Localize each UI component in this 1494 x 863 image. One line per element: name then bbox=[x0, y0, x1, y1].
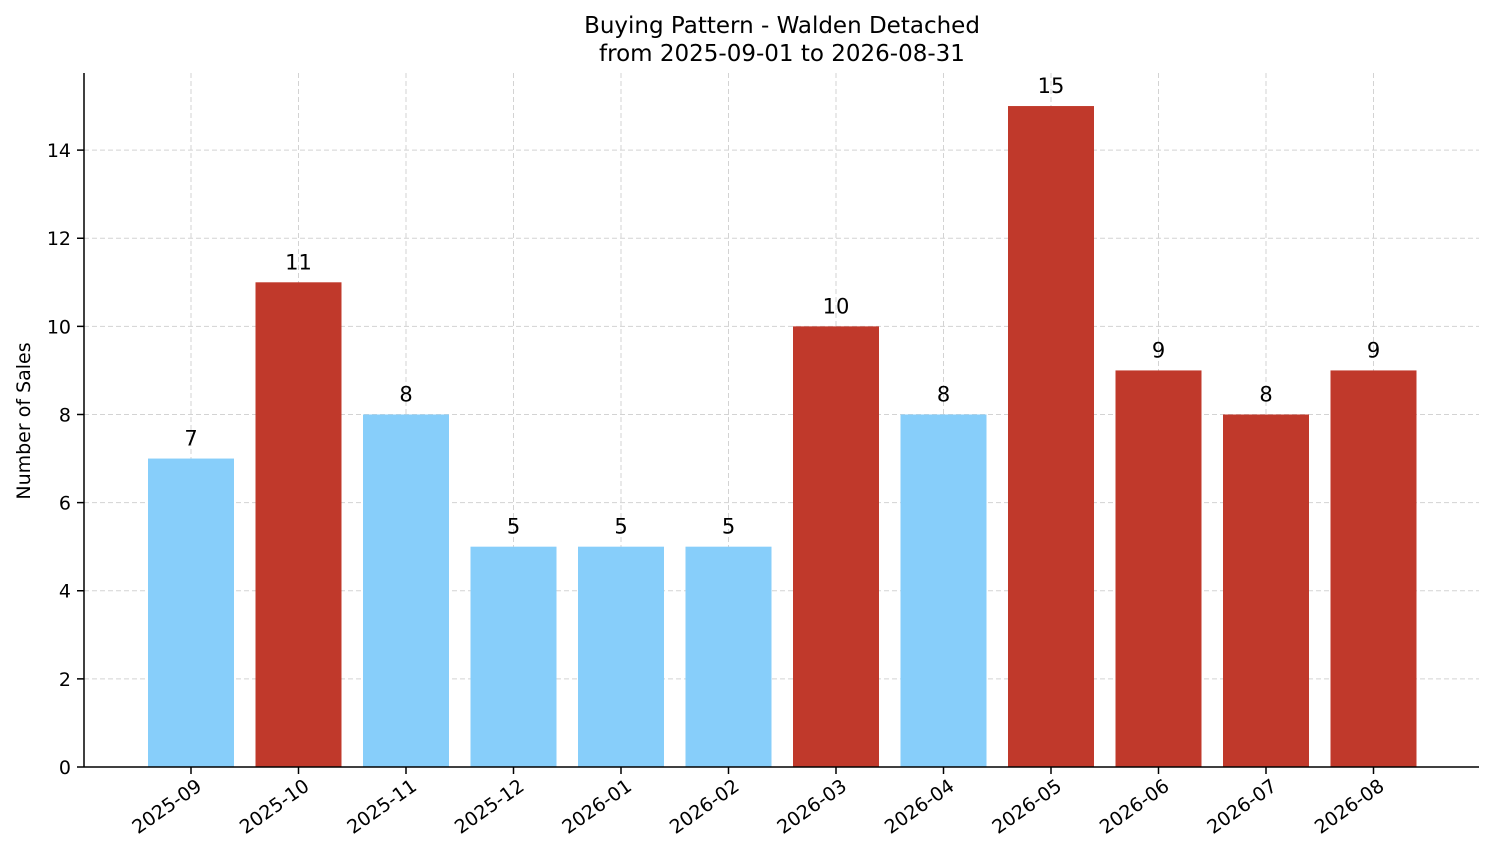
data-label-2025-12: 5 bbox=[507, 515, 520, 539]
x-tick-label-2026-03: 2026-03 bbox=[773, 775, 851, 839]
bar-2026-05 bbox=[1008, 106, 1094, 768]
x-tick-label-2026-07: 2026-07 bbox=[1203, 775, 1281, 839]
data-label-2026-05: 15 bbox=[1038, 74, 1065, 98]
data-label-2026-06: 9 bbox=[1152, 338, 1165, 362]
data-label-2026-03: 10 bbox=[823, 294, 850, 318]
x-tick-label-2026-02: 2026-02 bbox=[666, 775, 744, 839]
x-tick-label-2025-12: 2025-12 bbox=[451, 775, 529, 839]
bar-2025-09 bbox=[148, 458, 234, 767]
chart-subtitle: from 2025-09-01 to 2026-08-31 bbox=[599, 41, 965, 67]
bar-2025-10 bbox=[255, 282, 342, 767]
x-tick-label-2026-04: 2026-04 bbox=[881, 775, 959, 839]
bar-2026-08 bbox=[1330, 370, 1417, 767]
data-label-2026-02: 5 bbox=[722, 515, 735, 539]
data-label-2026-04: 8 bbox=[937, 382, 950, 406]
bars bbox=[148, 106, 1417, 768]
y-axis-title: Number of Sales bbox=[13, 342, 35, 499]
x-tick-label-2025-09: 2025-09 bbox=[128, 775, 206, 839]
data-label-2026-08: 9 bbox=[1367, 338, 1380, 362]
bar-2026-06 bbox=[1115, 370, 1202, 767]
x-tick-label-2026-05: 2026-05 bbox=[988, 775, 1066, 839]
bar-2025-12 bbox=[470, 546, 557, 767]
bar-2026-04 bbox=[900, 414, 987, 767]
y-tick-label: 10 bbox=[47, 316, 71, 338]
data-label-2025-11: 8 bbox=[399, 382, 412, 406]
x-tick-label-2026-01: 2026-01 bbox=[558, 775, 636, 839]
y-tick-label: 0 bbox=[59, 757, 71, 779]
chart-title: Buying Pattern - Walden Detached bbox=[584, 13, 980, 39]
y-tick-label: 4 bbox=[59, 581, 71, 603]
bar-2026-02 bbox=[685, 546, 772, 767]
y-tick-label: 8 bbox=[59, 404, 71, 426]
bar-2026-03 bbox=[793, 326, 879, 767]
x-tick-label-2025-11: 2025-11 bbox=[343, 775, 421, 839]
data-label-2025-10: 11 bbox=[285, 250, 312, 274]
x-tick-label-2026-08: 2026-08 bbox=[1311, 775, 1389, 839]
x-tick-label-2025-10: 2025-10 bbox=[236, 775, 314, 839]
bar-2026-07 bbox=[1223, 414, 1309, 767]
data-labels: 7 11 8 5 5 5 10 8 15 9 8 9 bbox=[184, 74, 1380, 539]
y-tick-label: 14 bbox=[47, 140, 71, 162]
data-label-2026-07: 8 bbox=[1259, 382, 1272, 406]
data-label-2026-01: 5 bbox=[614, 515, 627, 539]
y-tick-label: 12 bbox=[47, 228, 71, 250]
bar-2026-01 bbox=[578, 546, 664, 767]
data-label-2025-09: 7 bbox=[184, 427, 197, 451]
bar-2025-11 bbox=[363, 414, 449, 767]
x-tick-label-2026-06: 2026-06 bbox=[1096, 775, 1174, 839]
y-tick-label: 2 bbox=[59, 669, 71, 691]
y-tick-label: 6 bbox=[59, 493, 71, 515]
